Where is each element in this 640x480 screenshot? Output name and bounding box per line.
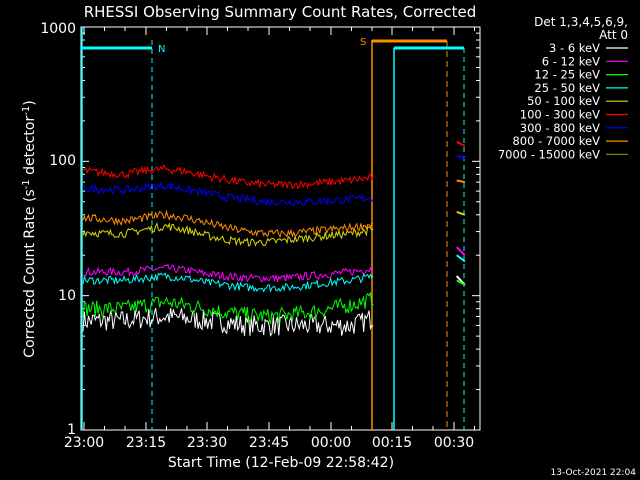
legend-entry-label: 300 - 800 keV	[520, 121, 600, 135]
x-tick-label: 23:45	[249, 435, 289, 451]
series-line-after	[455, 246, 466, 256]
plot-frame	[80, 26, 481, 431]
series-line-after	[456, 254, 466, 263]
attenuator-label-s: S	[360, 37, 366, 48]
attenuator-label-n: N	[158, 44, 165, 55]
x-tick-label: 00:30	[434, 435, 474, 451]
series-lines	[82, 140, 466, 337]
legend-entry-label: 25 - 50 keV	[534, 81, 600, 95]
series-line-after	[456, 210, 466, 216]
y-tick-label: 100	[49, 153, 76, 169]
series-line	[82, 307, 374, 337]
x-tick-label: 23:30	[187, 435, 227, 451]
legend-entry-label: 6 - 12 keV	[542, 54, 600, 68]
x-tick-label: 00:15	[372, 435, 412, 451]
legend-header: Att 0	[599, 28, 628, 42]
series-line	[82, 180, 374, 207]
footer-date: 13-Oct-2021 22:04	[551, 468, 637, 478]
series-line	[82, 292, 374, 325]
series-line-after	[456, 179, 466, 184]
x-tick-label: 23:00	[64, 435, 104, 451]
x-tick-label: 23:15	[126, 435, 166, 451]
legend-entry-label: 100 - 300 keV	[520, 108, 600, 122]
legend-header: Det 1,3,4,5,6,9,	[534, 15, 628, 29]
series-line	[82, 272, 374, 293]
y-tick-label: 1	[67, 422, 76, 438]
series-line	[82, 209, 374, 239]
legend-entry-label: 3 - 6 keV	[549, 41, 600, 55]
series-line-after	[456, 154, 466, 160]
series-line	[82, 222, 374, 247]
series-line	[82, 263, 374, 283]
legend-entry-label: 12 - 25 keV	[534, 68, 600, 82]
x-axis-label: Start Time (12-Feb-09 22:58:42)	[168, 455, 394, 471]
legend-entry-label: 50 - 100 keV	[527, 94, 600, 108]
y-tick-label: 10	[58, 288, 76, 304]
y-tick-label: 1000	[40, 21, 76, 37]
axis-ticks	[81, 27, 480, 431]
series-line	[82, 163, 374, 190]
legend-entry-label: 7000 - 15000 keV	[498, 147, 600, 161]
chart-title: RHESSI Observing Summary Count Rates, Co…	[84, 3, 477, 21]
series-line-after	[456, 279, 466, 286]
x-tick-label: 00:00	[311, 435, 351, 451]
attenuator-markers: NS	[81, 27, 465, 430]
series-line-after	[456, 140, 466, 147]
y-axis-label: Corrected Count Rate (s-1 detector-1)	[21, 100, 38, 357]
legend-entry-label: 800 - 7000 keV	[512, 134, 600, 148]
